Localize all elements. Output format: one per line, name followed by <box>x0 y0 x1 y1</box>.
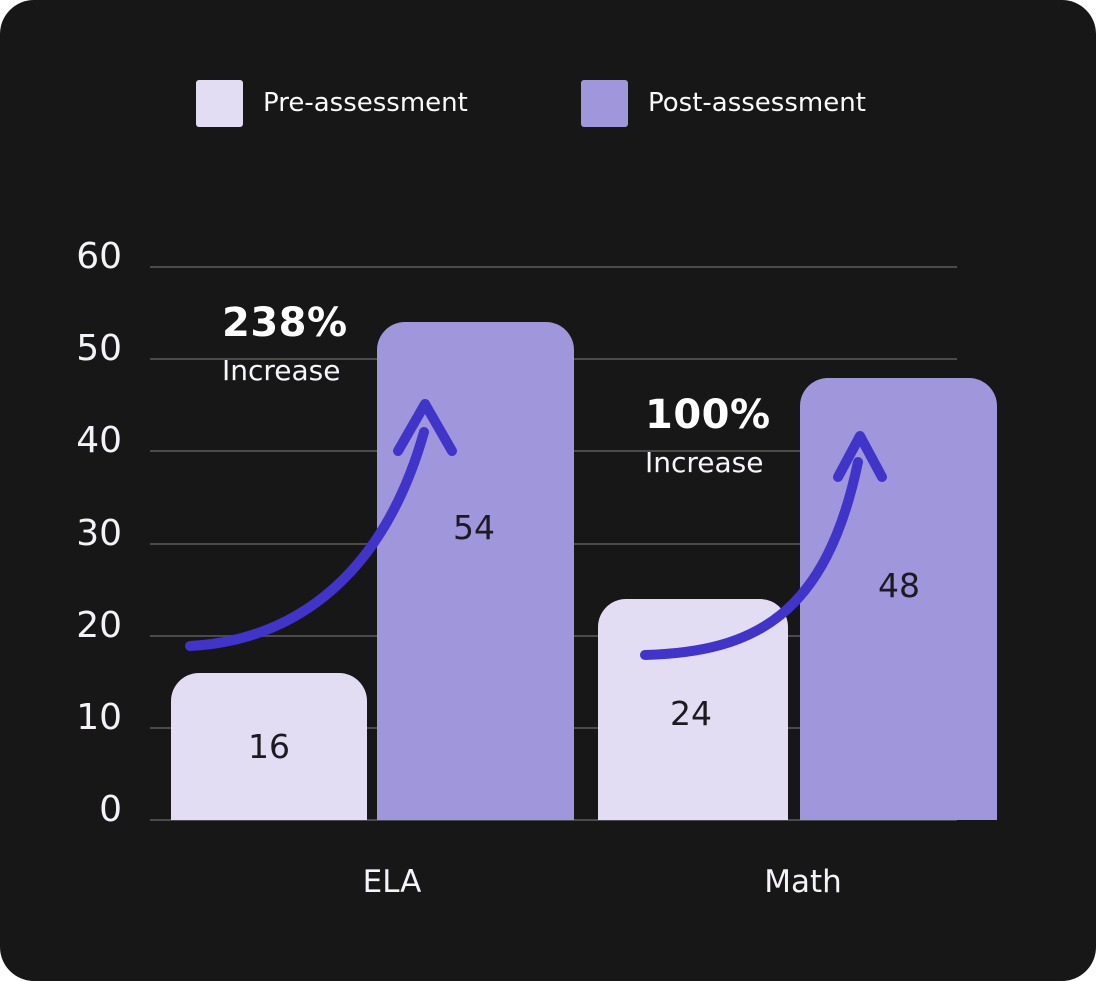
value-label-ela-pre: 16 <box>248 727 290 766</box>
gridline-60 <box>150 266 957 268</box>
y-tick-label-40: 40 <box>76 420 122 462</box>
annotation-ela-label: Increase <box>222 354 341 387</box>
y-tick-label-50: 50 <box>76 328 122 370</box>
annotation-math-increase: 100% Increase <box>645 392 771 479</box>
y-tick-label-20: 20 <box>76 604 122 646</box>
legend-item-pre-assessment: Pre-assessment <box>196 80 468 127</box>
annotation-math-label: Increase <box>645 446 764 479</box>
bar-ela-pre-assessment <box>171 672 367 820</box>
value-label-math-post: 48 <box>878 566 920 605</box>
pre-assessment-swatch <box>196 80 243 127</box>
post-assessment-swatch <box>581 80 628 127</box>
y-tick-label-0: 0 <box>99 789 122 830</box>
annotation-math-percent: 100% <box>645 392 771 438</box>
legend-label-post: Post-assessment <box>648 88 866 118</box>
gridline-0 <box>150 819 957 821</box>
legend-label-pre: Pre-assessment <box>263 88 468 118</box>
annotation-ela-percent: 238% <box>222 300 348 346</box>
value-label-math-pre: 24 <box>670 694 712 733</box>
x-label-ela: ELA <box>362 864 422 900</box>
y-tick-label-10: 10 <box>76 696 122 738</box>
bar-ela-post-assessment <box>377 322 574 820</box>
annotation-ela-increase: 238% Increase <box>222 300 348 387</box>
y-tick-label-60: 60 <box>76 236 122 277</box>
value-label-ela-post: 54 <box>453 508 495 547</box>
legend-item-post-assessment: Post-assessment <box>581 80 866 127</box>
y-tick-label-30: 30 <box>76 512 122 554</box>
x-label-math: Math <box>764 864 842 900</box>
